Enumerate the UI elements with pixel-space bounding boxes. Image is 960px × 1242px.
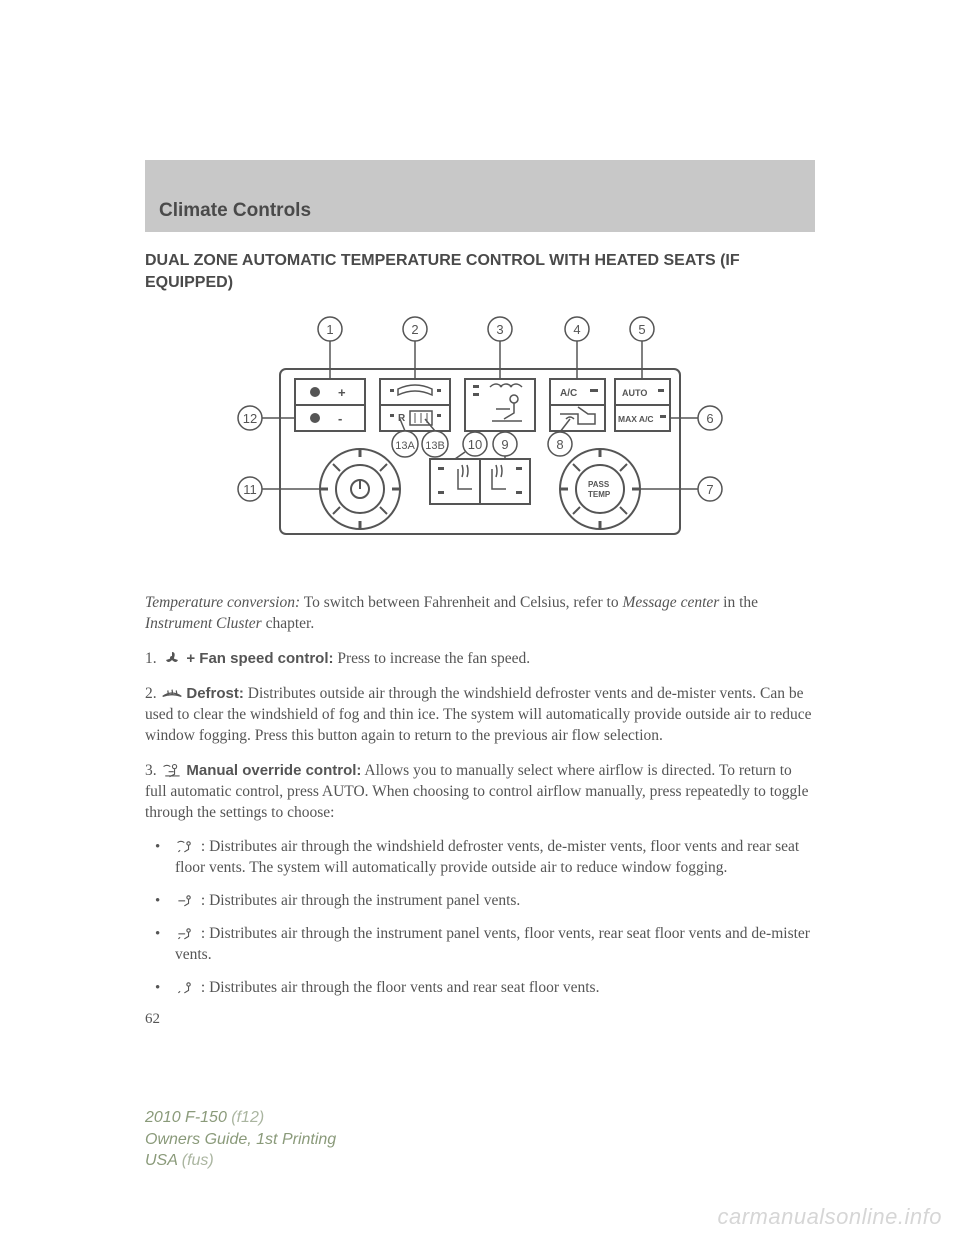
svg-text:8: 8 [556, 437, 563, 452]
temp-conv-mid: in the [719, 594, 758, 611]
airflow-panel-icon [175, 892, 197, 908]
svg-text:13A: 13A [395, 440, 415, 452]
svg-text:MAX A/C: MAX A/C [618, 414, 654, 424]
list-item: : Distributes air through the instrument… [145, 891, 815, 912]
svg-text:AUTO: AUTO [622, 388, 647, 398]
section-header-text: Climate Controls [159, 200, 311, 222]
item3-bold: Manual override control: [186, 762, 361, 779]
svg-text:-: - [338, 411, 342, 426]
footer-code2: (fus) [182, 1152, 214, 1169]
airflow-bullets: : Distributes air through the windshield… [145, 837, 815, 999]
item2-bold: Defrost: [186, 685, 244, 702]
svg-text:11: 11 [243, 482, 257, 497]
list-item: : Distributes air through the instrument… [145, 924, 815, 966]
temp-conv-a: To switch between Fahrenheit and Celsius… [300, 594, 622, 611]
item2-rest: Distributes outside air through the wind… [145, 685, 811, 744]
item1-bold: + Fan speed control: [186, 650, 333, 667]
section-header-bar: Climate Controls [145, 160, 815, 232]
svg-text:9: 9 [501, 437, 508, 452]
bullet-4: Distributes air through the floor vents … [205, 979, 599, 996]
subheading: DUAL ZONE AUTOMATIC TEMPERATURE CONTROL … [145, 250, 815, 293]
svg-text:PASS: PASS [588, 480, 610, 489]
temp-conv-tail: chapter. [262, 615, 315, 632]
svg-text:10: 10 [468, 437, 482, 452]
bullet-3: Distributes air through the instrument p… [175, 925, 810, 963]
item2-num: 2. [145, 685, 161, 702]
bullet-1: Distributes air through the windshield d… [175, 838, 799, 876]
footer-region: USA [145, 1152, 182, 1169]
page-number: 62 [145, 1011, 815, 1028]
footer-guide: Owners Guide, 1st Printing [145, 1129, 336, 1151]
svg-text:TEMP: TEMP [588, 490, 611, 499]
diagram-svg: + - R [220, 309, 740, 569]
svg-text:+: + [338, 385, 346, 400]
bullet-2: Distributes air through the instrument p… [205, 892, 520, 909]
svg-text:7: 7 [706, 482, 713, 497]
temp-conv-ref2: Instrument Cluster [145, 615, 262, 632]
svg-text:6: 6 [706, 411, 713, 426]
list-item: : Distributes air through the floor vent… [145, 978, 815, 999]
footer-code1: (f12) [231, 1109, 264, 1126]
item3-num: 3. [145, 762, 161, 779]
airflow-floor-icon [175, 979, 197, 995]
watermark: carmanualsonline.info [717, 1204, 942, 1230]
item-2: 2. Defrost: Distributes outside air thro… [145, 684, 815, 747]
item-3: 3. Manual override control: Allows you t… [145, 761, 815, 824]
climate-control-diagram: + - R [145, 309, 815, 569]
svg-text:2: 2 [411, 322, 418, 337]
airflow-panel-floor-icon [175, 925, 197, 941]
list-item: : Distributes air through the windshield… [145, 837, 815, 879]
airflow-person-icon [161, 762, 183, 778]
temp-conv-lead: Temperature conversion: [145, 594, 300, 611]
footer: 2010 F-150 (f12) Owners Guide, 1st Print… [145, 1107, 336, 1172]
temperature-conversion-note: Temperature conversion: To switch betwee… [145, 593, 815, 635]
airflow-floor-defrost-icon [175, 838, 197, 854]
footer-model: 2010 F-150 [145, 1109, 231, 1126]
svg-text:12: 12 [243, 411, 257, 426]
temp-conv-ref1: Message center [622, 594, 719, 611]
svg-text:13B: 13B [425, 440, 445, 452]
item-1: 1. + Fan speed control: Press to increas… [145, 649, 815, 670]
svg-text:4: 4 [573, 322, 580, 337]
svg-text:3: 3 [496, 322, 503, 337]
svg-text:5: 5 [638, 322, 645, 337]
defrost-icon [161, 685, 183, 701]
svg-text:1: 1 [326, 322, 333, 337]
item1-num: 1. [145, 650, 161, 667]
fan-icon [161, 650, 183, 666]
item1-rest: Press to increase the fan speed. [333, 650, 530, 667]
svg-text:A/C: A/C [560, 388, 577, 399]
